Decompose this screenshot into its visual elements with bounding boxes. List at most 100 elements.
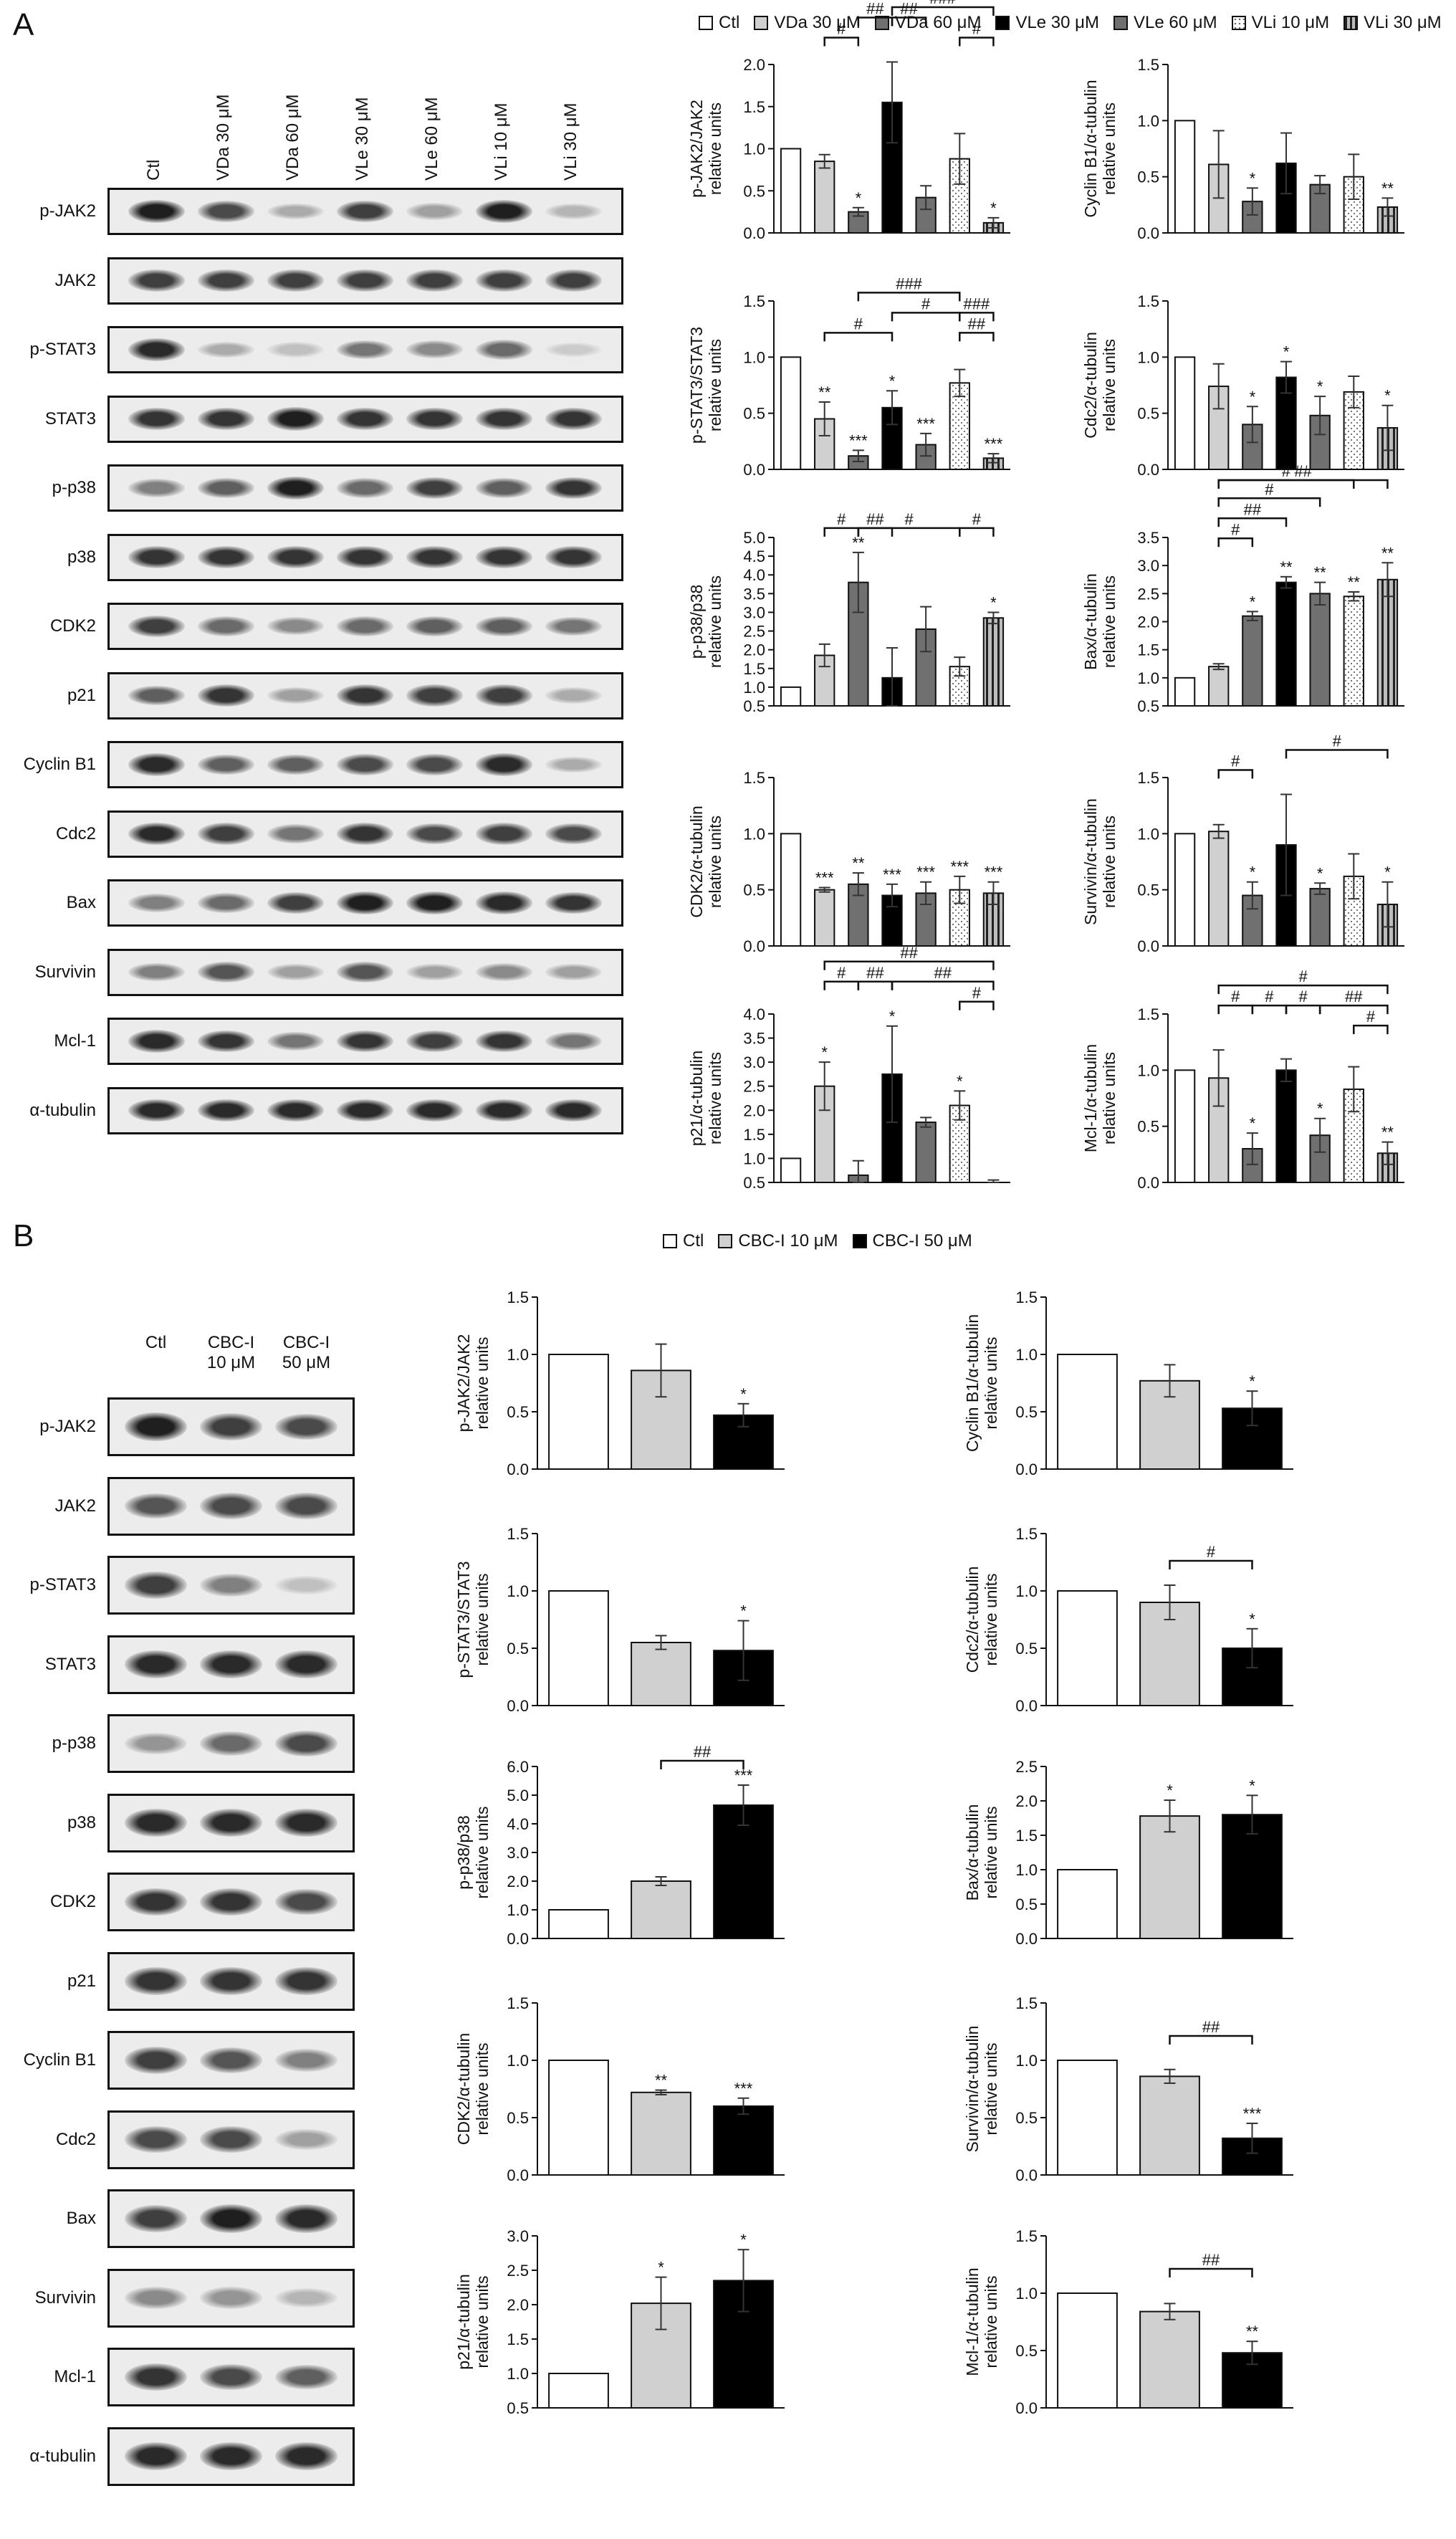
y-tick-label: 1.0 xyxy=(1015,1346,1038,1364)
blot-band xyxy=(200,2442,262,2471)
bar xyxy=(631,1642,691,1706)
bracket-label: # xyxy=(972,19,982,37)
y-axis-label: Survivin/α-tubulinrelative units xyxy=(963,2026,1000,2153)
y-tick-label: 1.0 xyxy=(507,2052,529,2070)
lane-label-line: CBC-I xyxy=(207,1333,255,1352)
blot-band xyxy=(475,199,533,224)
y-tick-label: 0.0 xyxy=(507,1460,529,1478)
y-tick-label: 1.0 xyxy=(507,1582,529,1600)
y-axis-label-line: relative units xyxy=(982,1337,1000,1429)
bracket-label: # xyxy=(1298,988,1308,1005)
legend-item: CBC-I 10 μM xyxy=(718,1231,838,1251)
blot-protein-label: p-STAT3 xyxy=(29,340,96,359)
significance-star: ** xyxy=(1381,544,1394,562)
y-tick-label: 1.0 xyxy=(1015,2052,1038,2070)
blot-band xyxy=(197,546,255,568)
blot-band xyxy=(197,341,255,358)
y-axis-label-line: Mcl-1/α-tubulin xyxy=(963,2267,982,2376)
blot-band xyxy=(545,891,603,914)
blot-strip xyxy=(107,2268,355,2328)
blot-protein-label: Bax xyxy=(66,893,96,912)
y-tick-label: 1.0 xyxy=(1137,825,1159,843)
lane-label-line: CBC-I xyxy=(282,1333,330,1352)
y-axis-label: Mcl-1/α-tubulinrelative units xyxy=(1081,1044,1119,1152)
bar xyxy=(1057,1869,1118,1939)
significance-bracket xyxy=(891,6,995,16)
chart-A-p21: 0.5 1.0 1.5 2.0 2.5 3.0 3.5 4.0 p21/α-tubulinrel… xyxy=(687,944,1010,1192)
y-tick-label: 0.0 xyxy=(1137,461,1159,479)
y-tick-label: 0.5 xyxy=(1015,2342,1038,2360)
bracket-label: ## xyxy=(900,944,918,962)
blot-band xyxy=(125,1967,187,1995)
blot-band xyxy=(275,1413,337,1440)
significance-star: * xyxy=(1250,388,1256,406)
y-axis-label-line: relative units xyxy=(1100,816,1119,908)
bar xyxy=(1343,875,1364,947)
y-axis-label-line: relative units xyxy=(1100,1052,1119,1144)
significance-bracket xyxy=(1217,479,1389,489)
y-tick-label: 2.0 xyxy=(1137,613,1159,631)
bar xyxy=(814,161,835,234)
bracket-label: ## xyxy=(1345,988,1363,1005)
blot-band xyxy=(125,2047,187,2074)
y-tick-label: 0.5 xyxy=(743,182,765,200)
blot-band xyxy=(128,894,186,912)
y-axis-label-line: relative units xyxy=(473,1337,492,1429)
legend-swatch xyxy=(1113,16,1128,30)
y-tick-label: 1.5 xyxy=(1015,1525,1038,1543)
blot-band xyxy=(336,1099,394,1122)
blot-strip xyxy=(107,188,623,235)
chart-B-CDK2: 0.0 0.5 1.0 1.5 CDK2/α-tubulinrelative units… xyxy=(454,1994,785,2184)
blot-band xyxy=(197,893,255,913)
y-axis-label: p21/α-tubulinrelative units xyxy=(687,1051,724,1147)
blot-protein-label: Survivin xyxy=(34,962,96,982)
y-axis-label-line: CDK2/α-tubulin xyxy=(687,805,706,917)
bar xyxy=(548,2373,609,2409)
y-axis-label: p-JAK2/JAK2relative units xyxy=(687,100,724,198)
blot-band xyxy=(545,269,603,292)
significance-star: * xyxy=(1250,1114,1256,1132)
blot-band xyxy=(200,2126,262,2153)
bar xyxy=(780,686,802,707)
blot-strip xyxy=(107,2110,355,2169)
significance-bracket xyxy=(1251,1004,1288,1015)
y-axis-label-line: CDK2/α-tubulin xyxy=(454,2033,473,2145)
blot-band xyxy=(475,753,533,776)
y-tick-label: 0.0 xyxy=(507,2166,529,2184)
y-tick-label: 0.0 xyxy=(743,224,765,242)
significance-star: *** xyxy=(815,869,834,887)
y-axis-label-line: relative units xyxy=(706,102,724,195)
legend-item: Ctl xyxy=(663,1231,704,1251)
y-axis-label-line: relative units xyxy=(473,1573,492,1665)
blot-band xyxy=(406,340,464,359)
bracket-label: # xyxy=(1231,752,1240,770)
significance-bracket xyxy=(1169,2267,1253,2277)
blot-band xyxy=(475,891,533,914)
significance-bracket xyxy=(959,1000,995,1010)
y-tick-label: 0.0 xyxy=(743,937,765,955)
blot-band xyxy=(128,338,186,361)
blot-protein-label: p-STAT3 xyxy=(29,1575,96,1594)
blot-protein-label: Mcl-1 xyxy=(54,1031,96,1051)
legend-swatch xyxy=(1344,16,1359,30)
significance-star: * xyxy=(658,2259,664,2277)
bar xyxy=(1057,1590,1118,1706)
y-axis-label-line: relative units xyxy=(1100,339,1119,431)
blot-band xyxy=(125,1572,187,1599)
significance-star: * xyxy=(1317,1100,1323,1118)
blot-band xyxy=(125,2442,187,2471)
significance-star: *** xyxy=(883,866,901,884)
bar xyxy=(1139,1815,1200,1939)
blot-band xyxy=(406,203,464,220)
blot-band xyxy=(545,963,603,981)
bar xyxy=(1275,581,1297,707)
y-axis-label-line: relative units xyxy=(982,2275,1000,2368)
y-tick-label: 0.5 xyxy=(1137,405,1159,423)
legend-item: Ctl xyxy=(699,13,739,33)
blot-band xyxy=(545,823,603,845)
chart-B-Survivin: 0.0 0.5 1.0 1.5 Survivin/α-tubulinrelative u… xyxy=(963,1994,1293,2184)
blot-band xyxy=(336,340,394,360)
bar xyxy=(1208,666,1230,707)
y-tick-label: 3.0 xyxy=(507,2227,529,2245)
legend-label: VDa 60 μM xyxy=(894,13,982,32)
